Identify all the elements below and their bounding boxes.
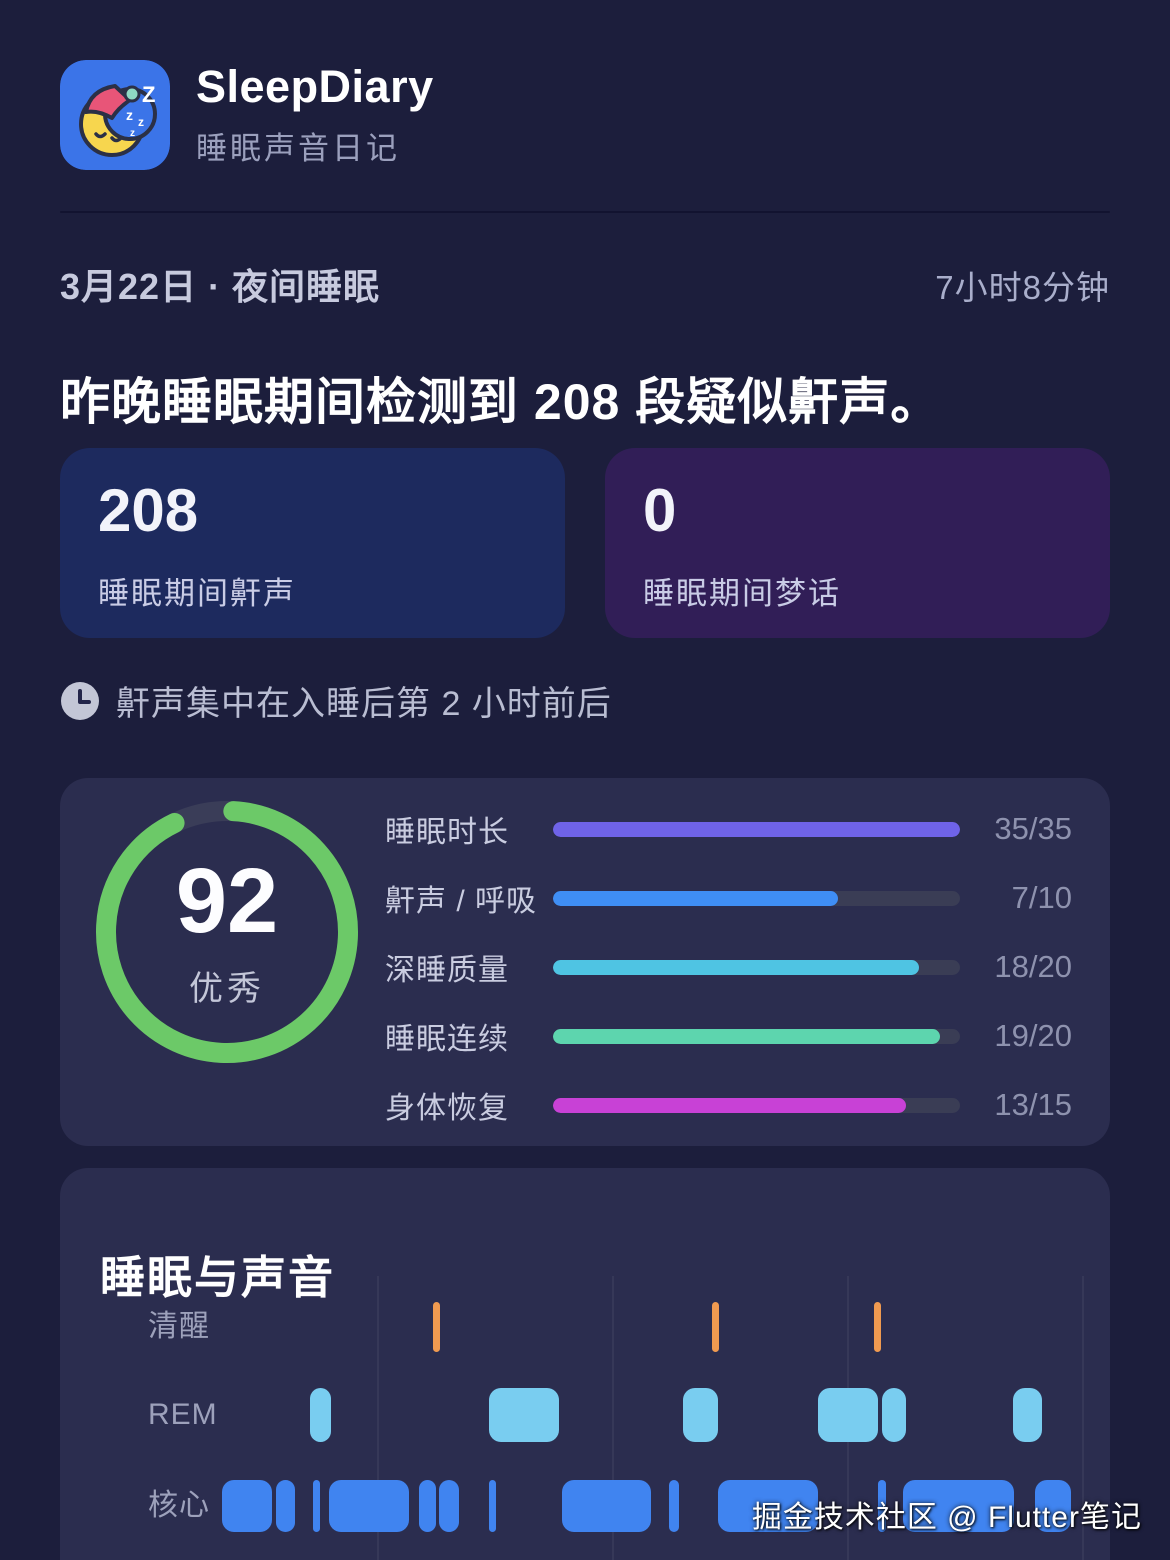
metrics-list: 睡眠时长 35/35 鼾声 / 呼吸 7/10 深睡质量 18/20 睡眠连续 19/20 身体… [385,809,1072,1125]
sleep-score-card: 92 优秀 睡眠时长 35/35 鼾声 / 呼吸 7/10 深睡质量 18/20 睡眠连续 1… [60,778,1110,1146]
hypnogram-row-label: 清醒 [148,1310,210,1343]
sleep-stage-block-rem [882,1388,906,1442]
insight-text: 鼾声集中在入睡后第 2 小时前后 [116,685,612,723]
sleep-score-grade: 优秀 [189,969,265,1008]
sleep-stage-block-core [562,1480,651,1532]
stat-cards: 208 睡眠期间鼾声 0 睡眠期间梦话 [60,448,1110,638]
sleep-stage-block-core [878,1480,886,1532]
metric-label: 身体恢复 [385,1092,509,1125]
hypnogram-row-label: REM [148,1398,218,1431]
sleep-stage-block-core [419,1480,436,1532]
metric-label: 睡眠连续 [385,1023,509,1056]
metric-row: 鼾声 / 呼吸 7/10 [385,878,1072,918]
hypnogram-gridline [612,1276,614,1560]
metric-bar-track [553,821,960,837]
header-divider [60,211,1110,213]
score-ring: 92 优秀 [95,800,359,1064]
metric-row: 身体恢复 13/15 [385,1085,1072,1125]
metric-value: 35/35 [994,811,1072,846]
score-ring-center: 92 优秀 [95,800,359,1064]
app-title: SleepDiary [196,60,434,112]
stat-card[interactable]: 0 睡眠期间梦话 [605,448,1110,638]
sleep-stage-block-core [1035,1480,1071,1532]
sleep-stage-block-core [669,1480,679,1532]
app-header: Z z z z SleepDiary 睡眠声音日记 [60,60,434,170]
sleep-stage-block-rem [489,1388,559,1442]
sleep-talk-value: 0 [643,477,677,544]
metric-label: 睡眠时长 [385,816,509,849]
metric-bar-fill [553,890,838,906]
date-row: 3月22日 · 夜间睡眠 7小时8分钟 [60,258,1110,310]
sleep-stage-block-core [718,1480,818,1532]
svg-text:Z: Z [142,82,155,107]
svg-text:z: z [130,128,135,139]
metric-value: 18/20 [994,949,1072,984]
sleep-stage-block-wake [874,1302,881,1352]
metric-bar-fill [553,1028,940,1044]
snore-headline: 昨晚睡眠期间检测到 208 段疑似鼾声。 [60,373,942,430]
sleep-stage-block-rem [683,1388,718,1442]
sleep-stage-block-core [903,1480,1014,1532]
metric-bar-fill [553,1097,906,1113]
metric-bar-fill [553,821,960,837]
metric-bar-track [553,890,960,906]
sleep-score-value: 92 [175,849,279,952]
sleep-stage-block-core [439,1480,459,1532]
sleep-stage-block-core [276,1480,295,1532]
app-titles: SleepDiary 睡眠声音日记 [196,62,434,169]
sleep-duration-text: 7小时8分钟 [935,269,1110,306]
sleep-stage-block-core [313,1480,320,1532]
insight-row: 鼾声集中在入睡后第 2 小时前后 [60,676,612,725]
date-text: 3月22日 · 夜间睡眠 [60,266,381,307]
stat-card[interactable]: 208 睡眠期间鼾声 [60,448,565,638]
app-subtitle: 睡眠声音日记 [196,131,400,167]
sleep-stage-block-rem [818,1388,878,1442]
metric-value: 19/20 [994,1018,1072,1053]
sleep-stage-block-core [329,1480,409,1532]
hypnogram-gridline [377,1276,379,1560]
sleep-stage-block-wake [712,1302,719,1352]
metric-row: 深睡质量 18/20 [385,947,1072,987]
sleep-sound-title: 睡眠与声音 [100,1252,336,1304]
sleep-stage-block-core [489,1480,496,1532]
metric-bar-track [553,1028,960,1044]
metric-label: 深睡质量 [385,954,509,987]
watermark-text: 掘金技术社区 @ Flutter笔记 [751,1501,1142,1534]
metric-label: 鼾声 / 呼吸 [385,885,538,918]
metric-bar-fill [553,959,920,975]
metric-value: 7/10 [1011,880,1072,915]
hypnogram-row-label: 核心 [148,1489,210,1522]
metric-bar-track [553,959,960,975]
sleeping-moon-icon: Z z z z [60,60,170,170]
sleep-stage-block-core [222,1480,272,1532]
sleep-stage-block-rem [1013,1388,1042,1442]
metric-value: 13/15 [994,1087,1072,1122]
snore-count-label: 睡眠期间鼾声 [98,576,296,611]
metric-row: 睡眠连续 19/20 [385,1016,1072,1056]
score-ring-progress [95,801,358,1064]
sleep-talk-label: 睡眠期间梦话 [643,576,841,611]
svg-text:z: z [138,115,144,129]
sleep-sound-card: 睡眠与声音 清醒 REM 核心 [60,1168,1110,1560]
metric-row: 睡眠时长 35/35 [385,809,1072,849]
svg-text:z: z [126,107,133,123]
metric-bar-track [553,1097,960,1113]
sleep-stage-block-wake [433,1302,440,1352]
snore-count-value: 208 [98,477,199,544]
hypnogram-gridline [1082,1276,1084,1560]
clock-icon [60,681,100,721]
sleep-stage-block-rem [310,1388,331,1442]
